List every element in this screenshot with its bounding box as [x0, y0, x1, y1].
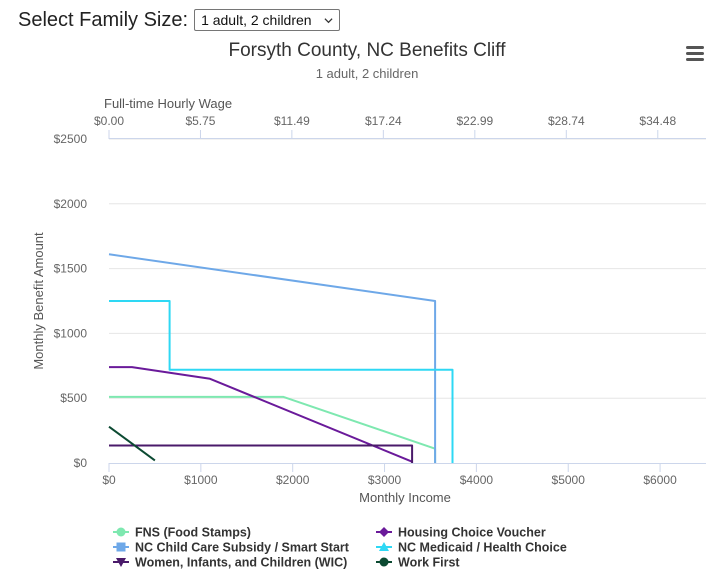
y-tick-label: $2000 — [54, 197, 88, 211]
legend-item-workfirst[interactable]: Work First — [376, 556, 460, 570]
series-line-fns[interactable] — [109, 395, 437, 463]
legend-label: Women, Infants, and Children (WIC) — [135, 556, 347, 570]
legend-marker-icon — [116, 558, 126, 567]
legend-label: Work First — [398, 556, 460, 570]
legend-label: Housing Choice Voucher — [398, 526, 546, 540]
series-layer — [108, 253, 454, 464]
legend-label: FNS (Food Stamps) — [135, 526, 251, 540]
series-line-childcare[interactable] — [108, 253, 437, 463]
legend-marker-icon — [379, 557, 389, 567]
top-tick-label: $0.00 — [94, 114, 124, 128]
legend-marker-icon — [116, 542, 126, 552]
top-tick-label: $34.48 — [639, 114, 676, 128]
top-tick-label: $17.24 — [365, 114, 402, 128]
top-tick-label: $11.49 — [274, 114, 310, 128]
series-line-housing[interactable] — [109, 366, 413, 463]
legend-item-childcare[interactable]: NC Child Care Subsidy / Smart Start — [113, 541, 350, 555]
legend-marker-icon — [379, 527, 389, 537]
x-tick-label: $4000 — [460, 473, 494, 487]
chart-menu-icon[interactable] — [684, 44, 706, 64]
series-line-wic[interactable] — [109, 444, 414, 464]
x-tick-label: $5000 — [552, 473, 586, 487]
family-size-label: Select Family Size: — [18, 8, 189, 31]
legend-marker-icon — [116, 527, 126, 537]
series-line-workfirst[interactable] — [108, 425, 156, 462]
legend: FNS (Food Stamps) Housing Choice VoucherN… — [113, 526, 567, 570]
y-axis: $0 $500 $1000 $1500 $2000 $2500 — [54, 132, 88, 470]
top-axis: $0.00 $5.75 $11.49 $17.24 $22.99 $28.74 $34.48 — [94, 114, 706, 139]
top-tick-label: $5.75 — [185, 114, 215, 128]
top-tick-label: $28.74 — [548, 114, 585, 128]
legend-item-wic[interactable]: Women, Infants, and Children (WIC) — [113, 556, 347, 570]
family-size-select[interactable]: 1 adult, 2 children — [194, 9, 340, 31]
y-tick-label: $0 — [74, 456, 88, 470]
legend-item-fns[interactable]: FNS (Food Stamps) — [113, 526, 251, 540]
y-tick-label: $1500 — [54, 262, 88, 276]
y-tick-label: $1000 — [54, 326, 88, 340]
y-tick-label: $2500 — [54, 132, 88, 146]
x-tick-label: $0 — [102, 473, 116, 487]
legend-item-housing[interactable]: Housing Choice Voucher — [376, 526, 546, 540]
x-tick-label: $3000 — [368, 473, 402, 487]
x-axis: $0 $1000 $2000 $3000 $4000 $5000 $6000 — [102, 463, 706, 487]
x-tick-label: $2000 — [276, 473, 310, 487]
y-axis-title: Monthly Benefit Amount — [31, 232, 46, 370]
top-tick-label: $22.99 — [456, 114, 493, 128]
series-line-medicaid[interactable] — [109, 300, 454, 463]
legend-marker-icon — [379, 542, 389, 551]
x-axis-title: Monthly Income — [359, 490, 451, 505]
chevron-down-icon — [324, 17, 333, 23]
chart-subtitle: 1 adult, 2 children — [316, 66, 419, 81]
x-tick-label: $6000 — [643, 473, 677, 487]
legend-item-medicaid[interactable]: NC Medicaid / Health Choice — [376, 541, 567, 555]
family-size-selected: 1 adult, 2 children — [201, 12, 312, 28]
chart-title: Forsyth County, NC Benefits Cliff — [228, 40, 506, 61]
legend-label: NC Child Care Subsidy / Smart Start — [135, 541, 350, 555]
legend-label: NC Medicaid / Health Choice — [398, 541, 567, 555]
family-size-bar: Select Family Size: 1 adult, 2 children — [18, 6, 340, 34]
x-tick-label: $1000 — [184, 473, 218, 487]
top-axis-title: Full-time Hourly Wage — [104, 96, 232, 111]
grid — [109, 138, 706, 399]
y-tick-label: $500 — [60, 391, 87, 405]
